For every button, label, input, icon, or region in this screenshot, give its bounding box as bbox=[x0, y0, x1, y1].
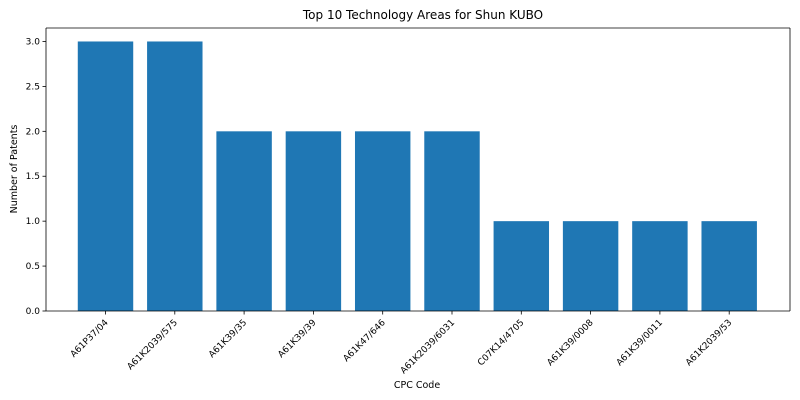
x-tick-label: A61K2039/6031 bbox=[399, 318, 457, 376]
bar bbox=[147, 41, 202, 311]
x-tick-label: A61K39/0008 bbox=[546, 318, 596, 368]
y-axis-label: Number of Patents bbox=[9, 125, 20, 214]
y-tick-label: 0.0 bbox=[26, 307, 41, 317]
x-tick-label: A61K39/35 bbox=[207, 318, 249, 360]
bar bbox=[286, 131, 341, 311]
y-tick-label: 1.5 bbox=[26, 172, 40, 182]
chart-title: Top 10 Technology Areas for Shun KUBO bbox=[302, 8, 543, 22]
x-tick-label: C07K14/4705 bbox=[476, 318, 526, 368]
x-tick-label: A61K2039/575 bbox=[126, 318, 180, 372]
x-tick-label: A61K39/0011 bbox=[615, 318, 665, 368]
bar bbox=[494, 221, 549, 311]
bars-group bbox=[78, 41, 757, 311]
y-tick-label: 3.0 bbox=[26, 37, 41, 47]
bar bbox=[355, 131, 410, 311]
y-tick-label: 2.5 bbox=[26, 82, 40, 92]
bar bbox=[424, 131, 479, 311]
bar bbox=[563, 221, 618, 311]
bar bbox=[701, 221, 756, 311]
x-tick-label: A61K39/39 bbox=[276, 318, 318, 360]
y-tick-label: 1.0 bbox=[26, 217, 41, 227]
y-tick-label: 0.5 bbox=[26, 262, 40, 272]
bar bbox=[632, 221, 687, 311]
y-tick-label: 2.0 bbox=[26, 127, 41, 137]
x-tick-label: A61K2039/53 bbox=[684, 318, 734, 368]
bar bbox=[78, 41, 133, 311]
bar bbox=[216, 131, 271, 311]
x-axis-label: CPC Code bbox=[394, 380, 440, 391]
x-tick-label: A61P37/04 bbox=[69, 318, 111, 360]
x-tick-label: A61K47/646 bbox=[342, 318, 388, 364]
y-axis-ticks: 0.0 0.5 1.0 1.5 2.0 2.5 3.0 bbox=[26, 37, 46, 317]
x-axis-ticks: A61P37/04 A61K2039/575 A61K39/35 A61K39/39 A… bbox=[69, 311, 734, 376]
